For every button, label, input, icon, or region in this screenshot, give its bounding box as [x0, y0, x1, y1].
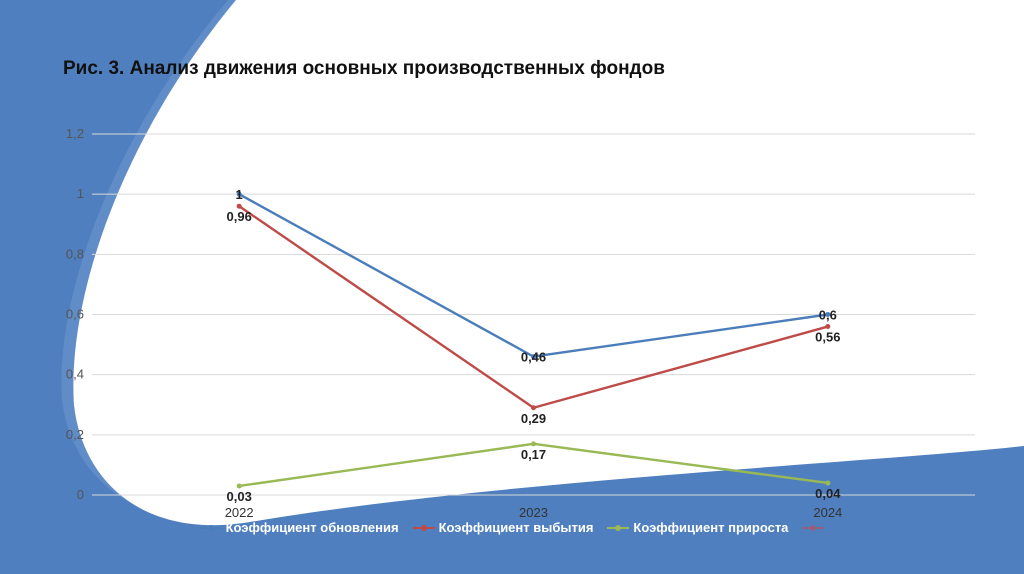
chart-title: Рис. 3. Анализ движения основных произво…	[63, 58, 665, 79]
data-label: 0,29	[521, 411, 546, 426]
legend-item-growth: Коэффициент прироста	[607, 520, 788, 535]
data-label: 0,04	[815, 486, 841, 501]
data-label: 1	[236, 187, 243, 202]
series-lines	[236, 191, 831, 489]
y-tick-label: 1	[77, 186, 84, 201]
data-label: 0,6	[819, 308, 837, 323]
data-label: 0,17	[521, 447, 546, 462]
y-tick-label: 0,8	[66, 246, 84, 261]
legend-item-renewal: Коэффициент обновления	[199, 520, 399, 535]
y-tick-label: 1,2	[66, 126, 84, 141]
data-point	[531, 354, 536, 360]
legend-swatch-extra	[802, 524, 825, 531]
y-tick-label: 0,2	[66, 427, 84, 442]
legend-swatch-growth	[607, 524, 630, 531]
x-axis-ticks: 2022 2023 2024	[225, 505, 843, 520]
background-white-swoosh	[73, 0, 1024, 526]
data-point	[236, 483, 242, 489]
legend-label-retirement: Коэффициент выбытия	[438, 520, 594, 535]
data-point	[825, 324, 831, 330]
legend-label-renewal: Коэффициент обновления	[225, 520, 399, 535]
data-point	[531, 441, 536, 447]
x-tick-label: 2022	[225, 505, 254, 520]
data-label: 0,03	[227, 489, 252, 504]
data-label: 0,56	[815, 330, 840, 345]
grid-lines	[92, 133, 975, 496]
data-label: 0,46	[521, 350, 546, 365]
legend-swatch-retirement	[412, 524, 435, 531]
data-point	[236, 203, 242, 209]
legend-swatch-renewal	[199, 524, 222, 531]
data-point	[825, 312, 831, 317]
data-point	[825, 480, 831, 486]
series-line	[238, 193, 829, 358]
data-label: 0,96	[227, 209, 252, 224]
legend-label-growth: Коэффициент прироста	[633, 520, 789, 535]
data-labels: 1 0,46 0,6 0,96 0,29 0,56 0,03 0,17 0,04	[227, 187, 842, 504]
data-point	[236, 191, 242, 197]
x-tick-label: 2024	[813, 505, 842, 520]
chart-legend: Коэффициент обновления Коэффициент выбыт…	[0, 520, 1024, 535]
legend-item-retirement: Коэффициент выбытия	[412, 520, 594, 535]
series-line	[238, 205, 829, 409]
data-point	[531, 405, 536, 411]
y-axis-ticks: 0 0,2 0,4 0,6 0,8 1 1,2	[66, 126, 84, 502]
y-tick-label: 0	[77, 487, 84, 502]
y-tick-label: 0,4	[66, 367, 84, 382]
x-tick-label: 2023	[519, 505, 548, 520]
y-tick-label: 0,6	[66, 307, 84, 322]
legend-item-extra	[802, 524, 825, 531]
